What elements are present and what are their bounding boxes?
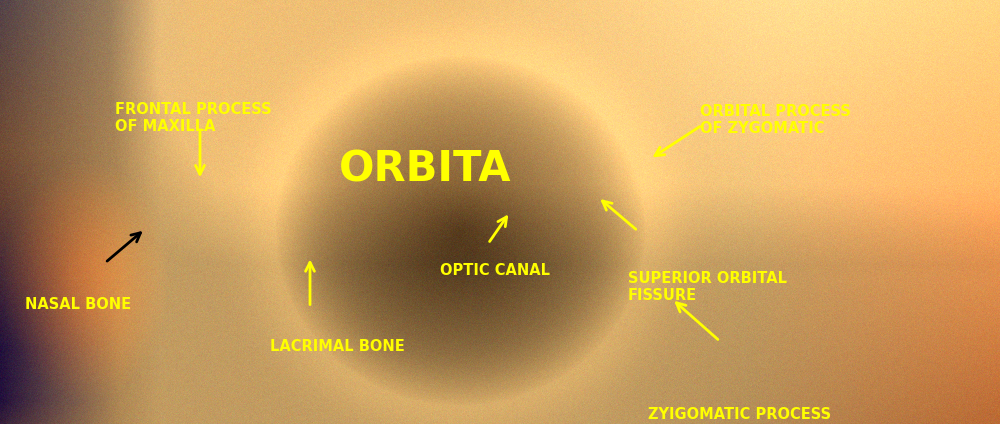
Text: LACRIMAL BONE: LACRIMAL BONE — [270, 339, 405, 354]
Text: SUPERIOR ORBITAL
FISSURE: SUPERIOR ORBITAL FISSURE — [628, 271, 787, 303]
Text: ORBITAL PROCESS
OF ZYGOMATIC: ORBITAL PROCESS OF ZYGOMATIC — [700, 104, 851, 136]
Text: ZYIGOMATIC PROCESS
OF FRONTAL: ZYIGOMATIC PROCESS OF FRONTAL — [648, 407, 831, 424]
Text: NASAL BONE: NASAL BONE — [25, 297, 131, 312]
Text: FRONTAL PROCESS
OF MAXILLA: FRONTAL PROCESS OF MAXILLA — [115, 102, 272, 134]
Text: OPTIC CANAL: OPTIC CANAL — [440, 263, 550, 278]
Text: ORBITA: ORBITA — [339, 148, 511, 191]
